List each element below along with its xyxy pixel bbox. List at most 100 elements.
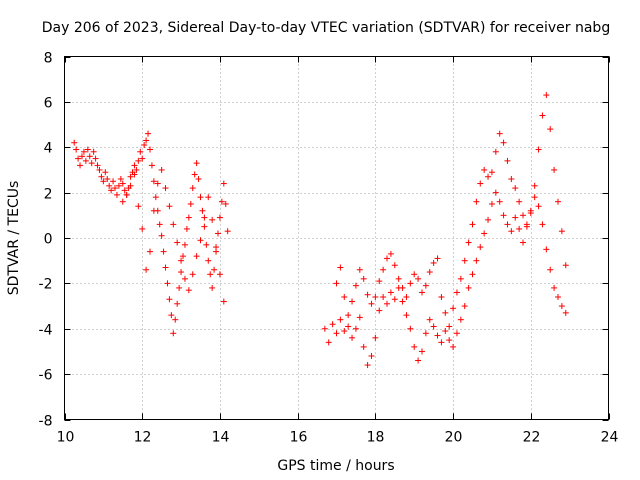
data-point: [82, 157, 89, 164]
data-point: [185, 214, 192, 221]
data-point: [187, 200, 194, 207]
y-tick-label: 4: [44, 141, 53, 157]
data-point: [174, 239, 181, 246]
axis-ticks: [64, 56, 610, 421]
data-point: [407, 280, 414, 287]
data-point: [158, 232, 165, 239]
data-point: [150, 207, 157, 214]
data-point: [148, 162, 155, 169]
data-point: [176, 284, 183, 291]
data-point: [473, 257, 480, 264]
data-point: [535, 203, 542, 210]
data-point: [211, 266, 218, 273]
data-point: [174, 300, 181, 307]
data-point: [399, 298, 406, 305]
data-point: [96, 166, 103, 173]
data-point: [170, 330, 177, 337]
data-point: [446, 323, 453, 330]
data-point: [183, 225, 190, 232]
data-point: [337, 316, 344, 323]
data-point: [115, 182, 122, 189]
data-point: [411, 343, 418, 350]
data-point: [162, 185, 169, 192]
data-point: [110, 178, 117, 185]
data-point: [209, 216, 216, 223]
data-point: [189, 185, 196, 192]
data-point: [376, 307, 383, 314]
data-point: [160, 248, 167, 255]
data-point: [473, 198, 480, 205]
data-point: [450, 305, 457, 312]
data-point: [368, 352, 375, 359]
data-point: [554, 293, 561, 300]
data-point: [131, 162, 138, 169]
y-tick-label: -2: [39, 277, 53, 293]
data-point: [199, 207, 206, 214]
data-point: [201, 223, 208, 230]
data-point: [193, 160, 200, 167]
data-point: [141, 141, 148, 148]
data-point: [453, 289, 460, 296]
data-point: [520, 212, 527, 219]
data-point: [481, 230, 488, 237]
data-point: [88, 160, 95, 167]
data-point: [418, 289, 425, 296]
data-point: [127, 182, 134, 189]
data-point: [195, 176, 202, 183]
data-point: [539, 221, 546, 228]
data-point: [197, 194, 204, 201]
data-point: [399, 284, 406, 291]
data-point: [543, 92, 550, 99]
data-point: [430, 259, 437, 266]
data-point: [213, 244, 220, 251]
data-point: [197, 237, 204, 244]
data-point: [461, 257, 468, 264]
data-point: [554, 198, 561, 205]
data-point: [166, 296, 173, 303]
x-tick-label: 18: [367, 430, 385, 446]
data-point: [426, 316, 433, 323]
data-point: [488, 200, 495, 207]
data-point: [562, 262, 569, 269]
data-point: [469, 221, 476, 228]
x-tick-label: 12: [134, 430, 152, 446]
data-point: [547, 266, 554, 273]
data-point: [450, 343, 457, 350]
data-point: [168, 312, 175, 319]
y-tick-labels: -8 -6 -4 -2 0 2 4 6 8: [39, 51, 53, 430]
data-point: [543, 246, 550, 253]
data-point: [512, 214, 519, 221]
data-point: [139, 155, 146, 162]
data-point: [504, 221, 511, 228]
data-point: [92, 155, 99, 162]
data-point: [222, 200, 229, 207]
data-point: [333, 330, 340, 337]
data-point: [205, 194, 212, 201]
data-point: [356, 314, 363, 321]
data-point: [341, 328, 348, 335]
data-point: [150, 178, 157, 185]
data-point: [352, 282, 359, 289]
data-point: [185, 287, 192, 294]
data-point: [119, 180, 126, 187]
data-point: [411, 271, 418, 278]
data-point: [131, 171, 138, 178]
data-point: [113, 191, 120, 198]
data-point: [352, 325, 359, 332]
data-point: [391, 296, 398, 303]
grid-lines: [64, 56, 609, 420]
x-axis-label: GPS time / hours: [277, 458, 394, 474]
data-point: [220, 298, 227, 305]
data-point: [426, 269, 433, 276]
data-point: [158, 166, 165, 173]
data-point: [135, 203, 142, 210]
data-point: [178, 269, 185, 276]
data-point: [349, 334, 356, 341]
data-point: [333, 280, 340, 287]
x-tick-labels: 10 12 14 16 18 20 22 24: [57, 430, 619, 446]
data-point: [321, 325, 328, 332]
data-point: [100, 178, 107, 185]
data-point: [214, 230, 221, 237]
y-tick-label: -6: [39, 368, 53, 384]
